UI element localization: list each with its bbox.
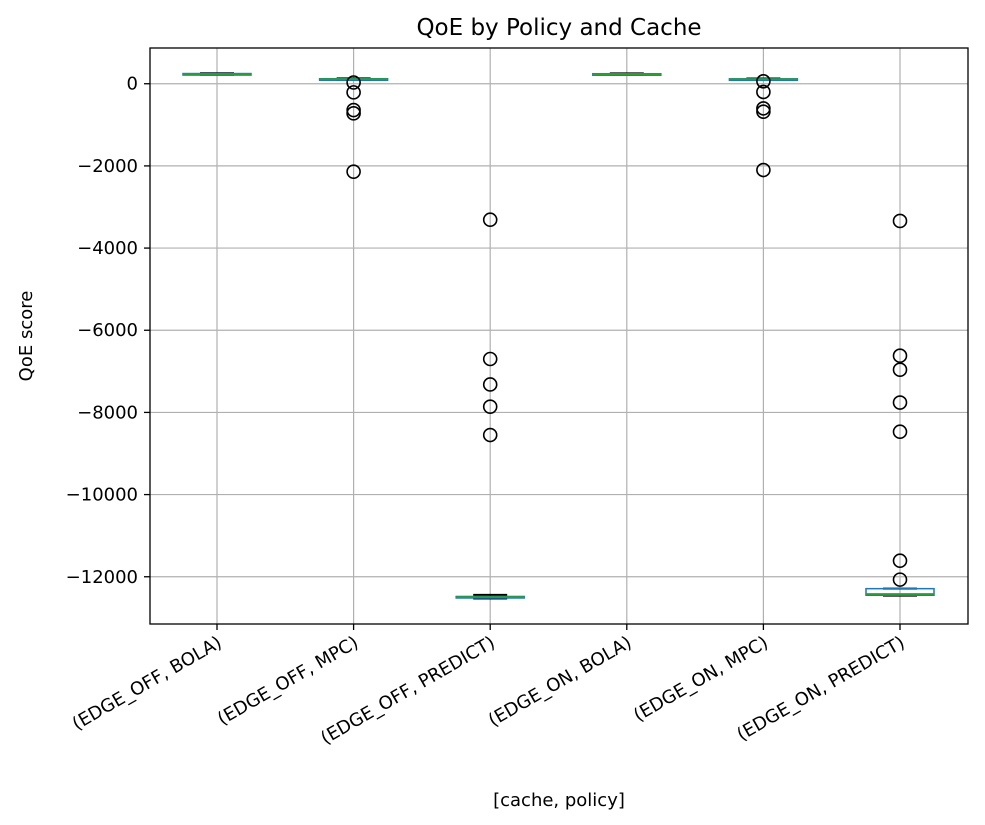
outlier-point xyxy=(482,377,498,392)
outlier-point xyxy=(346,106,361,121)
outlier-point xyxy=(482,212,498,228)
box-group xyxy=(182,72,252,76)
outlier-point xyxy=(756,162,771,178)
outlier-point xyxy=(892,348,908,364)
boxes-layer xyxy=(182,72,935,600)
chart-title: QoE by Policy and Cache xyxy=(416,15,701,41)
outlier-point xyxy=(892,424,908,440)
y-tick-label: −2000 xyxy=(77,156,138,177)
outlier-point xyxy=(892,572,908,587)
box-group xyxy=(728,73,799,178)
outlier-point xyxy=(756,104,771,119)
box-group xyxy=(318,75,389,179)
grid-layer xyxy=(150,48,968,624)
outlier-point xyxy=(892,362,908,377)
outlier-point xyxy=(482,399,498,414)
outlier-point xyxy=(482,351,498,367)
outlier-point xyxy=(892,213,908,229)
y-axis-label: QoE score xyxy=(16,291,37,382)
outlier-point xyxy=(346,164,361,179)
y-tick-label: −10000 xyxy=(66,485,138,506)
outlier-point xyxy=(892,395,908,410)
outlier-point xyxy=(346,75,361,90)
plot-frame xyxy=(149,47,969,625)
x-axis-label: [cache, policy] xyxy=(493,790,625,811)
iqr-box xyxy=(865,587,935,596)
outlier-point xyxy=(756,84,771,100)
y-tick-label: −6000 xyxy=(77,320,138,341)
outlier-point xyxy=(482,427,498,443)
outlier-point xyxy=(756,73,771,89)
box-group xyxy=(865,213,935,597)
y-tick-label: 0 xyxy=(127,74,138,95)
y-tick-label: −4000 xyxy=(77,238,138,259)
outlier-point xyxy=(346,85,361,100)
y-tick-label: −8000 xyxy=(77,402,138,423)
outlier-point xyxy=(892,553,908,569)
box-group xyxy=(592,72,662,76)
box-group xyxy=(455,212,525,600)
y-tick-label: −12000 xyxy=(66,567,138,588)
